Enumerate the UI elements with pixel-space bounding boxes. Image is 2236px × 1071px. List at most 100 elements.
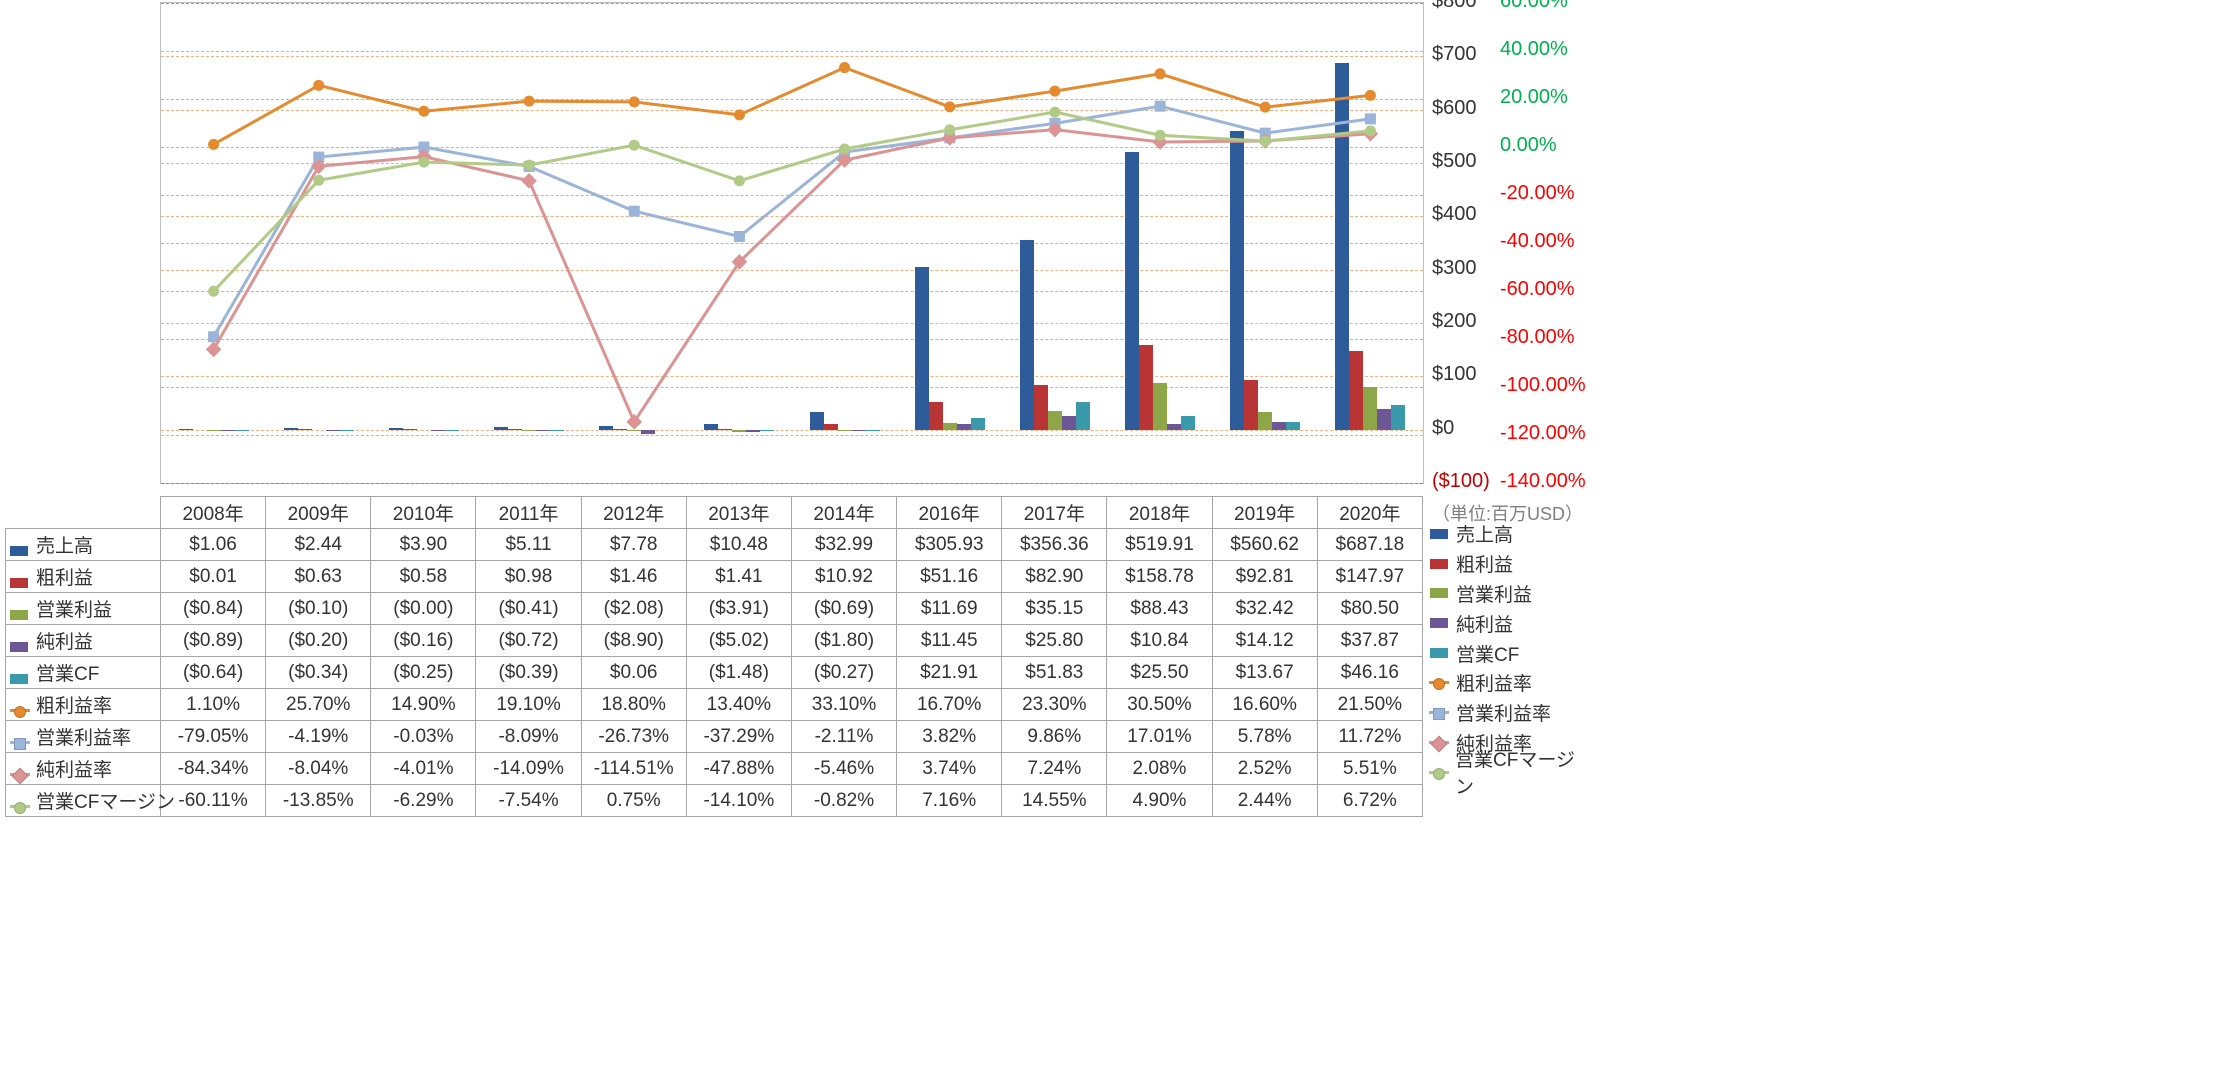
cell: -0.82%: [791, 785, 896, 817]
marker-gm: [839, 62, 850, 73]
cell: ($0.39): [476, 657, 581, 689]
cell: $51.83: [1002, 657, 1107, 689]
marker-cfm: [524, 160, 535, 171]
cell: ($0.84): [161, 593, 266, 625]
cell: $82.90: [1002, 561, 1107, 593]
cell: 33.10%: [791, 689, 896, 721]
cell: $305.93: [897, 529, 1002, 561]
cell: $46.16: [1317, 657, 1422, 689]
cell: -4.01%: [371, 753, 476, 785]
cell: -8.04%: [266, 753, 371, 785]
cell: -5.46%: [791, 753, 896, 785]
marker-cfm: [313, 175, 324, 186]
y2-tick: -120.00%: [1500, 422, 1586, 445]
cell: 16.60%: [1212, 689, 1317, 721]
marker-opm: [1365, 113, 1376, 124]
marker-cfm: [944, 124, 955, 135]
cell: $32.99: [791, 529, 896, 561]
cell: $25.80: [1002, 625, 1107, 657]
cell: 30.50%: [1107, 689, 1212, 721]
marker-gm: [629, 96, 640, 107]
cell: 18.80%: [581, 689, 686, 721]
cell: $687.18: [1317, 529, 1422, 561]
row-header-opinc: 営業利益: [6, 593, 161, 625]
col-header: 2020年: [1317, 497, 1422, 529]
cell: $5.11: [476, 529, 581, 561]
cell: ($0.10): [266, 593, 371, 625]
data-table: 2008年2009年2010年2011年2012年2013年2014年2016年…: [5, 496, 1423, 817]
marker-cfm: [839, 143, 850, 154]
marker-npm: [626, 414, 642, 430]
marker-gm: [524, 96, 535, 107]
cell: 7.16%: [897, 785, 1002, 817]
legend-item-netinc: 純利益: [1428, 608, 1588, 638]
cell: $158.78: [1107, 561, 1212, 593]
marker-cfm: [734, 175, 745, 186]
cell: $0.01: [161, 561, 266, 593]
y2-tick: -60.00%: [1500, 278, 1575, 301]
cell: ($0.20): [266, 625, 371, 657]
marker-cfm: [629, 140, 640, 151]
cell: $0.63: [266, 561, 371, 593]
cell: 0.75%: [581, 785, 686, 817]
row-header-opcf: 営業CF: [6, 657, 161, 689]
cell: ($0.25): [371, 657, 476, 689]
cell: -114.51%: [581, 753, 686, 785]
cell: 4.90%: [1107, 785, 1212, 817]
legend-item-opcf: 営業CF: [1428, 638, 1588, 668]
cell: ($0.64): [161, 657, 266, 689]
cell: -6.29%: [371, 785, 476, 817]
cell: $51.16: [897, 561, 1002, 593]
cell: $37.87: [1317, 625, 1422, 657]
legend-item-gross: 粗利益: [1428, 549, 1588, 579]
cell: -79.05%: [161, 721, 266, 753]
row-header-opm: 営業利益率: [6, 721, 161, 753]
col-header: 2009年: [266, 497, 371, 529]
cell: -7.54%: [476, 785, 581, 817]
cell: $13.67: [1212, 657, 1317, 689]
col-header: 2019年: [1212, 497, 1317, 529]
marker-cfm: [208, 286, 219, 297]
cell: 5.78%: [1212, 721, 1317, 753]
col-header: 2016年: [897, 497, 1002, 529]
marker-opm: [734, 231, 745, 242]
legend-item-sales: 売上高: [1428, 519, 1588, 549]
cell: $0.98: [476, 561, 581, 593]
y2-tick: -20.00%: [1500, 182, 1575, 205]
cell: -0.03%: [371, 721, 476, 753]
chart-plot-area: [160, 2, 1424, 484]
y2-tick: 40.00%: [1500, 38, 1568, 61]
cell: $80.50: [1317, 593, 1422, 625]
row-header-npm: 純利益率: [6, 753, 161, 785]
marker-cfm: [1155, 130, 1166, 141]
y1-tick: $200: [1432, 310, 1477, 333]
cell: $3.90: [371, 529, 476, 561]
cell: 13.40%: [686, 689, 791, 721]
col-header: 2008年: [161, 497, 266, 529]
cell: 1.10%: [161, 689, 266, 721]
cell: -13.85%: [266, 785, 371, 817]
cell: 19.10%: [476, 689, 581, 721]
cell: $14.12: [1212, 625, 1317, 657]
line-cfm: [214, 112, 1371, 291]
y1-tick: $700: [1432, 43, 1477, 66]
cell: ($0.00): [371, 593, 476, 625]
marker-gm: [1365, 90, 1376, 101]
cell: ($0.16): [371, 625, 476, 657]
col-header: 2018年: [1107, 497, 1212, 529]
marker-gm: [418, 106, 429, 117]
cell: ($3.91): [686, 593, 791, 625]
legend-item-opm: 営業利益率: [1428, 698, 1588, 728]
cell: $1.41: [686, 561, 791, 593]
legend-right: 売上高粗利益営業利益純利益営業CF粗利益率営業利益率純利益率営業CFマージン: [1428, 519, 1588, 787]
cell: -84.34%: [161, 753, 266, 785]
col-header: 2010年: [371, 497, 476, 529]
cell: 25.70%: [266, 689, 371, 721]
cell: -47.88%: [686, 753, 791, 785]
cell: $21.91: [897, 657, 1002, 689]
cell: 23.30%: [1002, 689, 1107, 721]
row-header-gross: 粗利益: [6, 561, 161, 593]
row-header-sales: 売上高: [6, 529, 161, 561]
cell: $519.91: [1107, 529, 1212, 561]
y2-tick: -80.00%: [1500, 326, 1575, 349]
